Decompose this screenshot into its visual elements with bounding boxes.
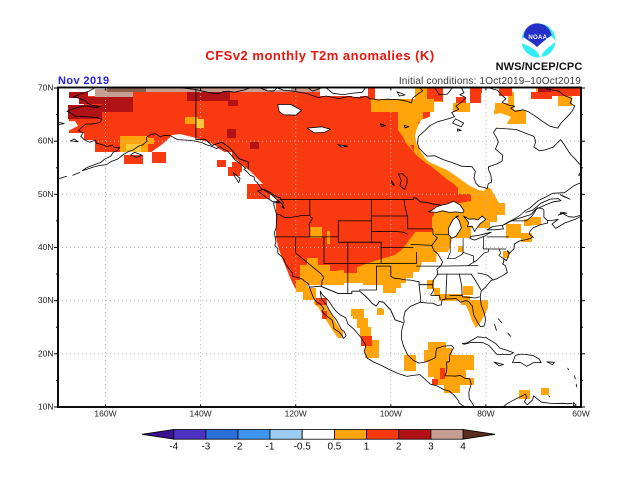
svg-text:2: 2 bbox=[396, 442, 402, 453]
svg-text:-2: -2 bbox=[234, 442, 243, 453]
svg-text:120W: 120W bbox=[285, 409, 307, 419]
svg-text:3: 3 bbox=[428, 442, 434, 453]
svg-text:160W: 160W bbox=[94, 409, 116, 419]
svg-text:-3: -3 bbox=[201, 442, 210, 453]
svg-text:-1: -1 bbox=[266, 442, 275, 453]
svg-text:NOAA: NOAA bbox=[528, 35, 547, 41]
svg-text:CFSv2 monthly T2m anomalies: CFSv2 monthly T2m anomalies (K) bbox=[205, 48, 434, 63]
svg-text:Nov 2019: Nov 2019 bbox=[58, 75, 110, 87]
svg-text:NWS/NCEP/CPC: NWS/NCEP/CPC bbox=[496, 61, 583, 73]
svg-text:Initial conditions: 1Oct2019: Initial conditions: 1Oct2019–10Oct2019 bbox=[399, 76, 581, 87]
svg-text:70N: 70N bbox=[38, 83, 54, 93]
svg-text:10N: 10N bbox=[38, 402, 54, 412]
svg-text:4: 4 bbox=[460, 442, 466, 453]
svg-text:140W: 140W bbox=[189, 409, 211, 419]
svg-text:-0.5: -0.5 bbox=[294, 442, 312, 453]
svg-text:60W: 60W bbox=[572, 409, 589, 419]
svg-text:-4: -4 bbox=[169, 442, 178, 453]
svg-text:20N: 20N bbox=[38, 348, 54, 358]
svg-text:80W: 80W bbox=[477, 409, 494, 419]
svg-text:50N: 50N bbox=[38, 189, 54, 199]
svg-text:40N: 40N bbox=[38, 242, 54, 252]
svg-text:1: 1 bbox=[364, 442, 370, 453]
svg-text:100W: 100W bbox=[380, 409, 402, 419]
svg-text:0.5: 0.5 bbox=[327, 442, 341, 453]
svg-text:60N: 60N bbox=[38, 136, 54, 146]
svg-text:30N: 30N bbox=[38, 295, 54, 305]
